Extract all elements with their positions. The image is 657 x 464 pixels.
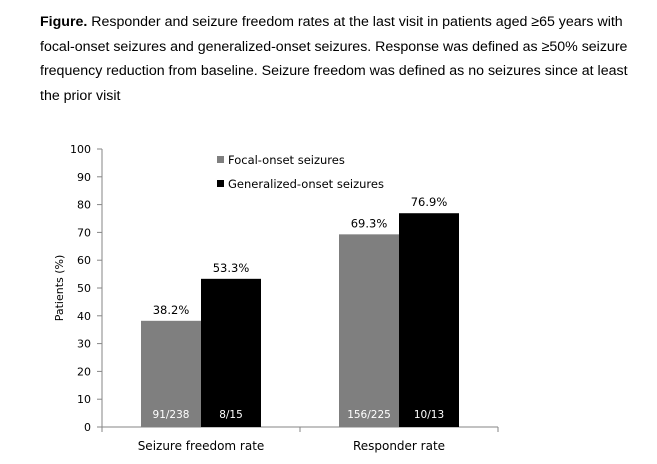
figure-caption: Figure. Responder and seizure freedom ra… xyxy=(40,10,640,108)
bar-value-label: 76.9% xyxy=(411,195,448,209)
x-category-label: Responder rate xyxy=(353,439,445,453)
bar-count-label: 156/225 xyxy=(347,409,391,421)
legend-swatch xyxy=(217,156,224,163)
legend-label: Generalized-onset seizures xyxy=(228,177,384,191)
legend-label: Focal-onset seizures xyxy=(228,153,345,167)
bar-count-label: 8/15 xyxy=(219,409,243,421)
bar-count-label: 10/13 xyxy=(414,409,444,421)
y-tick-label: 20 xyxy=(77,365,91,378)
x-category-label: Seizure freedom rate xyxy=(138,439,265,453)
bar-value-label: 38.2% xyxy=(153,303,190,317)
y-tick-label: 40 xyxy=(77,310,91,323)
legend-swatch xyxy=(217,180,224,187)
legend: Focal-onset seizures Generalized-onset se… xyxy=(217,153,384,191)
bar-value-label: 69.3% xyxy=(351,216,388,230)
caption-text: Responder and seizure freedom rates at t… xyxy=(40,14,628,104)
y-axis-title: Patients (%) xyxy=(53,255,66,322)
bar-count-label: 91/238 xyxy=(153,409,190,421)
y-tick-label: 0 xyxy=(84,421,91,434)
caption-lead: Figure. xyxy=(40,14,88,30)
y-tick-label: 60 xyxy=(77,254,91,267)
bar xyxy=(339,234,399,427)
data-labels: 38.2% 91/238 53.3% 8/15 69.3% 156/225 76.9% 10/… xyxy=(153,195,448,421)
y-tick-label: 70 xyxy=(77,226,91,239)
y-tick-label: 100 xyxy=(70,143,91,156)
bar xyxy=(399,213,459,427)
bars xyxy=(141,213,459,427)
y-tick-label: 30 xyxy=(77,338,91,351)
bar xyxy=(141,320,201,427)
y-tick-label: 90 xyxy=(77,171,91,184)
y-tick-label: 50 xyxy=(77,282,91,295)
y-tick-label: 80 xyxy=(77,199,91,212)
bar xyxy=(201,278,261,427)
y-tick-label: 10 xyxy=(77,393,91,406)
bar-value-label: 53.3% xyxy=(213,261,250,275)
